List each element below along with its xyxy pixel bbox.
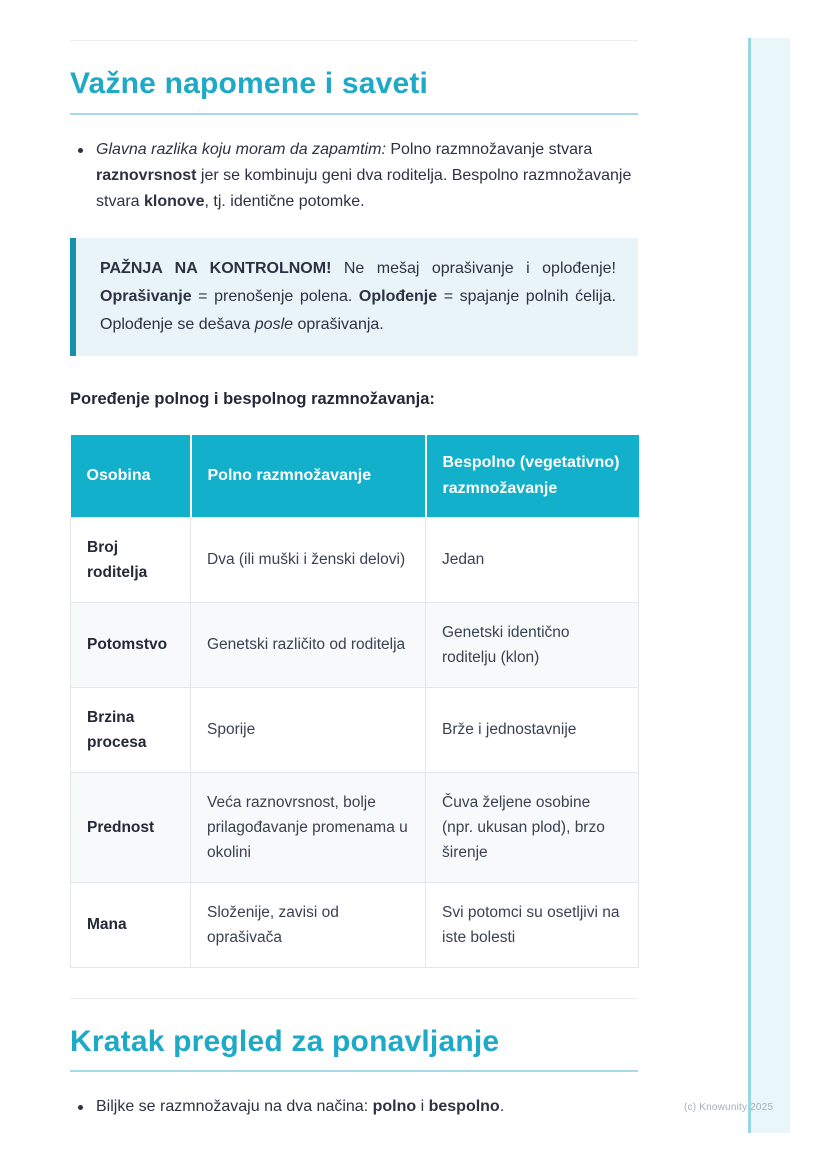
row-asexual-cell: Svi potomci su osetljivi na iste bolesti	[425, 881, 639, 968]
notes-bullet-list: Glavna razlika koju moram da zapamtim: P…	[70, 137, 638, 215]
row-asexual-cell: Brže i jednostavnije	[425, 686, 639, 773]
right-accent-bar	[748, 38, 790, 1133]
top-divider	[70, 40, 638, 41]
column-header: Polno razmnožavanje	[190, 434, 427, 517]
bullet-bold-term: raznovrsnost	[96, 166, 197, 184]
row-sexual-cell: Veća raznovrsnost, bolje prilagođavanje …	[190, 771, 426, 883]
comparison-table-caption: Poređenje polnog i bespolnog razmnožavan…	[70, 389, 435, 408]
row-sexual-cell: Složenije, zavisi od oprašivača	[190, 881, 426, 968]
bullet-lead-italic: Glavna razlika koju moram da zapamtim:	[96, 140, 386, 158]
row-feature-cell: Potomstvo	[70, 601, 191, 688]
column-header: Osobina	[70, 434, 192, 517]
row-asexual-cell: Jedan	[425, 516, 639, 603]
row-sexual-cell: Dva (ili muški i ženski delovi)	[190, 516, 426, 603]
row-asexual-cell: Genetski identično roditelju (klon)	[425, 601, 639, 688]
row-sexual-cell: Sporije	[190, 686, 426, 773]
callout-bold-term: Oprašivanje	[100, 287, 192, 305]
table-row: Mana Složenije, zavisi od oprašivača Svi…	[70, 881, 639, 968]
page-content: Važne napomene i saveti Glavna razlika k…	[70, 0, 639, 1120]
column-header: Bespolno (vegetativno) razmnožavanje	[425, 434, 639, 517]
row-feature-cell: Prednost	[70, 771, 191, 883]
comparison-table: Osobina Polno razmnožavanje Bespolno (ve…	[70, 434, 639, 968]
bullet-text: Biljke se razmnožavaju na dva načina:	[96, 1098, 373, 1115]
review-bullet-list: Biljke se razmnožavaju na dva načina: po…	[70, 1094, 638, 1120]
callout-bold-term: Oplođenje	[358, 287, 438, 305]
section-divider	[70, 997, 638, 999]
row-feature-cell: Brzina procesa	[70, 686, 191, 773]
table-header-row: Osobina Polno razmnožavanje Bespolno (ve…	[70, 434, 639, 517]
bullet-bold-term: polno	[372, 1098, 417, 1115]
warning-callout-text: PAŽNJA NA KONTROLNOM! Ne mešaj oprašivan…	[100, 255, 616, 339]
bullet-text: jer se kombinuju geni dva roditelja. Bes…	[96, 166, 632, 210]
callout-italic-term: posle	[254, 315, 294, 333]
list-item: Glavna razlika koju moram da zapamtim: P…	[70, 137, 638, 215]
copyright-watermark: (c) Knowunity 2025	[684, 1102, 774, 1113]
bullet-text: Polno razmnožavanje stvara	[385, 140, 593, 158]
table-row: Broj roditelja Dva (ili muški i ženski d…	[70, 516, 639, 603]
table-row: Brzina procesa Sporije Brže i jednostavn…	[70, 686, 639, 773]
bullet-text: i	[416, 1098, 429, 1115]
callout-warning-label: PAŽNJA NA KONTROLNOM!	[100, 259, 332, 277]
table-row: Potomstvo Genetski različito od roditelj…	[70, 601, 639, 688]
callout-text: Ne mešaj oprašivanje i oplođenje!	[331, 259, 617, 277]
notes-section-title: Važne napomene i saveti	[70, 67, 429, 100]
notes-title-underline	[70, 112, 638, 115]
list-item: Biljke se razmnožavaju na dva načina: po…	[70, 1094, 638, 1120]
row-asexual-cell: Čuva željene osobine (npr. ukusan plod),…	[425, 771, 639, 883]
row-feature-cell: Broj roditelja	[70, 516, 191, 603]
table-row: Prednost Veća raznovrsnost, bolje prilag…	[70, 771, 639, 883]
row-feature-cell: Mana	[70, 881, 191, 968]
bullet-bold-term: bespolno	[428, 1098, 500, 1115]
review-title-underline	[70, 1070, 638, 1072]
review-section-title: Kratak pregled za ponavljanje	[70, 1024, 500, 1058]
callout-text: = prenošenje polena.	[191, 287, 359, 305]
warning-callout: PAŽNJA NA KONTROLNOM! Ne mešaj oprašivan…	[70, 237, 638, 356]
bullet-text: , tj. identične potomke.	[204, 192, 365, 210]
bullet-bold-term: klonove	[144, 192, 205, 210]
callout-text: oprašivanja.	[293, 315, 384, 333]
row-sexual-cell: Genetski različito od roditelja	[190, 601, 426, 688]
bullet-text: .	[499, 1098, 505, 1115]
callout-text: = spajanje polnih ćelija. Oplođenje se d…	[100, 287, 616, 333]
